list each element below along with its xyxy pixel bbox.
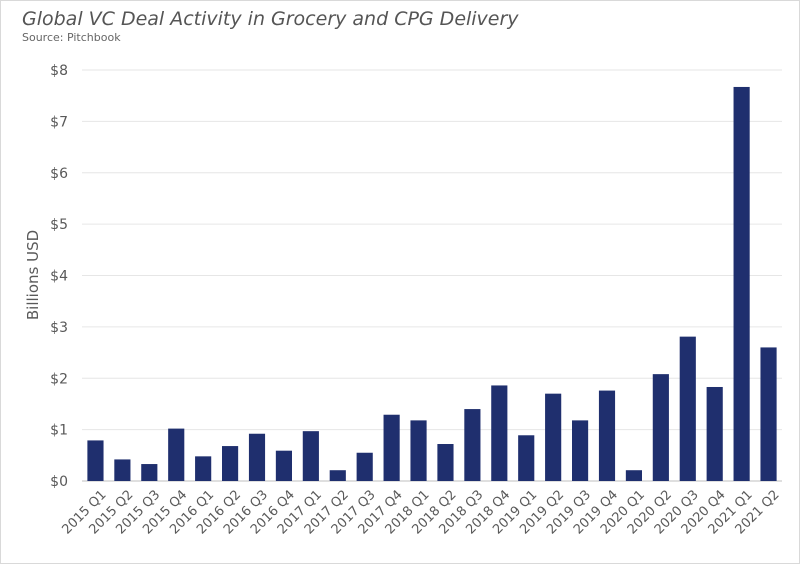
bar [383,414,400,481]
y-axis-ticks: $0 $1 $2 $3 $4 $5 $6 $7 $8 [50,63,68,490]
bar [572,420,589,481]
bar [464,409,481,481]
y-tick-label: $2 [50,371,68,387]
bar [679,336,696,481]
y-axis-label: Billions USD [24,230,42,320]
gridlines [82,69,782,482]
y-tick-label: $0 [50,474,68,490]
bar [87,440,104,481]
bar [491,385,508,481]
bar [733,86,750,482]
bar [545,393,562,481]
y-tick-label: $4 [50,269,68,285]
y-tick-label: $8 [50,63,68,79]
bar [410,420,427,481]
bar [141,464,158,481]
bar [706,386,723,481]
bar [437,444,454,481]
chart-subtitle: Source: Pitchbook [22,31,121,44]
bar [518,435,535,481]
bar [356,452,373,481]
bar [652,374,669,481]
y-tick-label: $3 [50,320,68,336]
chart-title: Global VC Deal Activity in Grocery and C… [22,8,519,30]
y-tick-label: $1 [50,423,68,439]
y-tick-label: $6 [50,166,68,182]
bar [195,456,212,481]
bar [275,450,292,481]
bar [168,428,185,481]
bar [760,347,777,481]
bar [598,390,616,481]
bar [248,433,266,481]
y-tick-label: $5 [50,217,68,233]
bar [222,446,239,481]
y-tick-label: $7 [50,114,68,130]
bar [302,431,319,481]
bar [329,470,346,481]
bars [87,86,777,482]
bar [625,470,642,481]
bar [114,459,131,481]
